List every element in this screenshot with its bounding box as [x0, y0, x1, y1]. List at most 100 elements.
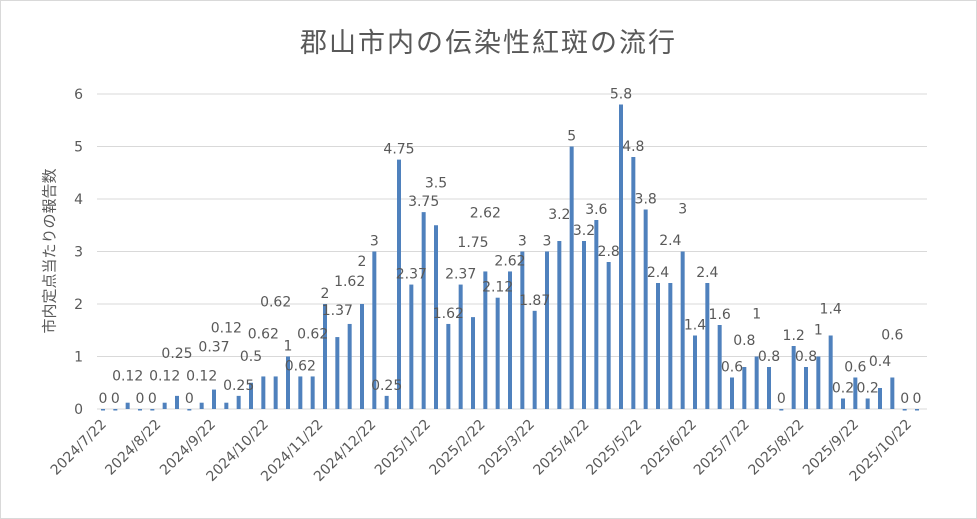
bar — [717, 325, 722, 409]
bar — [656, 283, 660, 409]
bar — [582, 241, 586, 409]
data-label: 0 — [913, 391, 922, 407]
x-tick-label: 2024/8/22 — [102, 417, 164, 479]
data-label: 0.4 — [869, 354, 891, 370]
data-label: 5.8 — [610, 87, 632, 103]
bar — [680, 251, 685, 409]
data-label: 0.37 — [198, 340, 229, 356]
bar — [742, 367, 747, 409]
bar — [384, 395, 389, 409]
data-label: 2.62 — [470, 205, 501, 221]
bar — [754, 356, 759, 409]
bar — [360, 304, 364, 409]
data-label: 5 — [567, 129, 576, 145]
x-tick-label: 2024/7/22 — [48, 417, 110, 479]
data-label: 0.6 — [721, 360, 743, 376]
bar — [483, 271, 488, 409]
y-tick-label: 3 — [74, 245, 83, 261]
bar — [557, 241, 562, 409]
data-label: 0.12 — [186, 369, 217, 385]
x-tick-label: 2025/4/22 — [531, 417, 593, 479]
bar — [532, 310, 537, 409]
data-label: 3 — [370, 234, 379, 250]
data-label: 1.87 — [519, 293, 550, 309]
data-label: 0 — [99, 391, 108, 407]
bar — [767, 367, 771, 409]
data-label: 3 — [543, 234, 552, 250]
bar — [520, 251, 525, 409]
data-label: 4.75 — [383, 142, 414, 158]
data-label: 4.8 — [622, 139, 644, 155]
bar — [569, 146, 574, 409]
data-label: 3 — [518, 234, 527, 250]
bar — [298, 376, 303, 409]
bar — [113, 409, 118, 411]
bar — [865, 398, 870, 409]
bar — [273, 376, 278, 409]
data-label: 0.12 — [211, 321, 242, 337]
data-label: 2 — [321, 286, 330, 302]
y-tick-label: 6 — [74, 87, 83, 103]
bar — [199, 402, 204, 409]
bar — [224, 402, 229, 409]
bar — [915, 409, 919, 411]
bar — [890, 377, 895, 409]
y-tick-label: 5 — [74, 140, 83, 156]
bar — [828, 335, 833, 409]
bar — [286, 356, 290, 409]
data-label: 0.12 — [149, 369, 180, 385]
data-label: 3.2 — [573, 223, 595, 239]
data-label: 3 — [678, 202, 687, 218]
bar — [791, 346, 796, 409]
bar — [902, 409, 907, 411]
data-label: 3.6 — [585, 202, 607, 218]
bar — [187, 409, 192, 411]
data-label: 3.2 — [548, 207, 570, 223]
bar — [643, 209, 648, 409]
data-label: 2.62 — [494, 253, 525, 269]
data-label: 3.8 — [635, 192, 657, 208]
data-label: 0.62 — [248, 326, 279, 342]
data-label: 0.8 — [733, 333, 755, 349]
data-label: 1.37 — [322, 303, 353, 319]
bar — [841, 398, 845, 409]
bar — [212, 389, 216, 409]
bar — [310, 376, 315, 409]
chart-title: 郡山市内の伝染性紅斑の流行 — [300, 28, 677, 59]
data-label: 0.25 — [223, 378, 254, 394]
data-label: 0.8 — [795, 349, 817, 365]
bar — [175, 395, 179, 409]
bar — [138, 409, 142, 411]
data-label: 0 — [136, 391, 145, 407]
data-label: 1.62 — [433, 306, 464, 322]
data-label: 1.2 — [783, 328, 805, 344]
bar — [101, 409, 105, 411]
data-label: 2.4 — [647, 265, 669, 281]
bar — [323, 304, 327, 409]
bar — [125, 402, 130, 409]
bar — [495, 297, 500, 409]
bar — [668, 283, 673, 409]
bar — [236, 395, 241, 409]
bar — [545, 251, 549, 409]
data-label: 1.75 — [457, 235, 488, 251]
data-label: 0.6 — [844, 360, 866, 376]
bar — [619, 104, 623, 409]
data-label: 2.12 — [482, 280, 513, 296]
bar — [249, 382, 253, 409]
data-label: 0.5 — [240, 349, 262, 365]
data-label: 0 — [777, 391, 786, 407]
x-tick-label: 2025/5/22 — [583, 417, 645, 479]
bar — [878, 388, 882, 409]
bar — [434, 225, 438, 409]
data-label: 2.37 — [445, 267, 476, 283]
data-label: 0.62 — [297, 326, 328, 342]
data-label: 0.25 — [161, 346, 192, 362]
data-label: 1.6 — [709, 307, 731, 323]
bar — [730, 377, 734, 409]
bar — [693, 335, 697, 409]
bar — [471, 317, 475, 409]
y-tick-label: 4 — [74, 192, 83, 208]
